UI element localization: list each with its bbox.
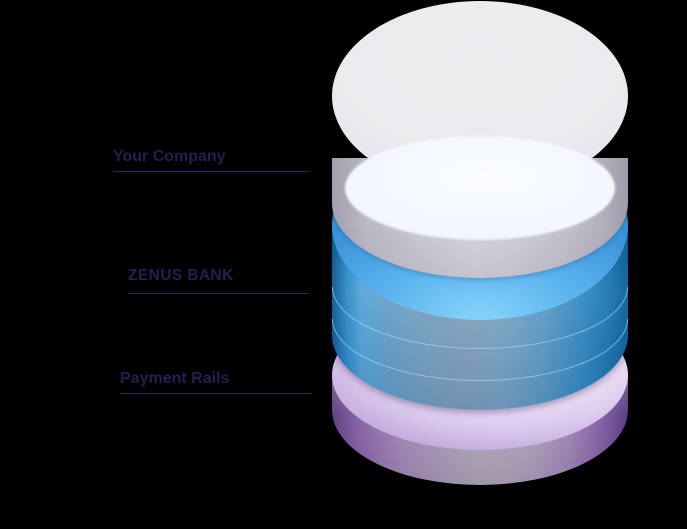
label-your-company: Your Company [113, 147, 310, 172]
label-zenus-bank: ZENUS BANK [128, 267, 309, 294]
label-zenus-bank-text: ZENUS BANK [128, 267, 234, 284]
your-company-disk-inner-highlight [345, 136, 615, 240]
cylinder-stack-illustration [332, 0, 628, 529]
zenus-bank-layer-divider-2 [332, 319, 628, 382]
label-your-company-text: Your Company [113, 148, 226, 165]
label-payment-rails-text: Payment Rails [120, 370, 230, 387]
label-payment-rails: Payment Rails [120, 369, 312, 394]
zenus-bank-layer-divider-2-arc [332, 319, 628, 381]
